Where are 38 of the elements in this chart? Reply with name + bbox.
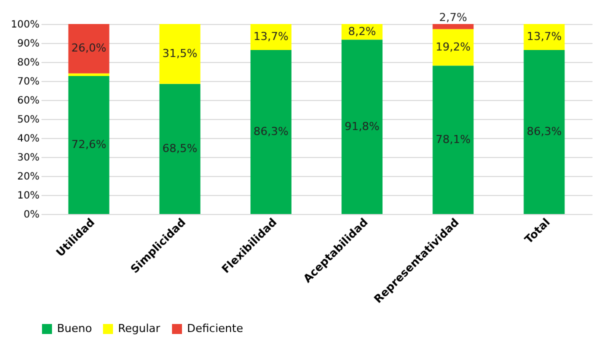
y-tick-label: 0% [24,210,40,220]
legend-label: Bueno [57,322,92,335]
y-tick-label: 60% [17,96,40,106]
data-label: 19,2% [436,40,471,54]
bar [432,29,474,66]
data-label: 26,0% [71,42,106,55]
bar [250,50,292,214]
data-label: 72,6% [71,138,106,152]
data-label: 31,5% [162,46,198,60]
bar [524,50,565,214]
data-label: 13,7% [526,30,562,44]
bar [159,24,200,84]
bar [342,40,383,214]
data-label: 13,7% [253,30,288,44]
data-label: 91,8% [344,120,380,133]
y-tick-label: 40% [17,134,40,144]
legend-label: Regular [118,322,161,335]
bar [68,73,110,76]
y-tick-label: 50% [17,114,40,126]
data-label: 86,3% [526,125,562,138]
data-label: 86,3% [253,125,288,138]
y-tick-label: 20% [17,172,40,182]
y-tick-label: 90% [17,38,40,50]
y-tick-label: 30% [17,152,40,164]
legend-label: Deficiente [187,322,244,335]
bar [68,76,110,214]
bar [68,24,110,74]
data-label: 78,1% [436,132,471,146]
bar [432,66,474,214]
bar [159,84,200,214]
data-label: 2,7% [439,11,468,24]
data-label: 8,2% [348,24,376,38]
y-tick-label: 10% [17,190,40,202]
y-tick-label: 100% [10,20,40,30]
data-label: 68,5% [162,142,198,155]
y-tick-label: 80% [17,58,40,68]
y-tick-label: 70% [17,76,40,88]
bar [432,24,474,30]
